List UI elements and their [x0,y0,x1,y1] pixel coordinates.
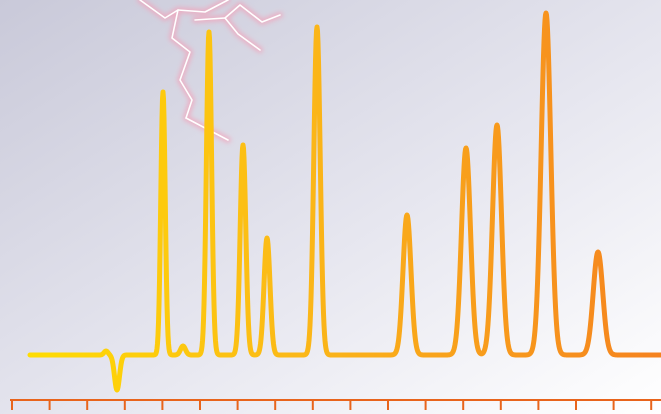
page: (() => { const svg = document.getElement… [0,0,661,414]
illustration [0,0,661,414]
